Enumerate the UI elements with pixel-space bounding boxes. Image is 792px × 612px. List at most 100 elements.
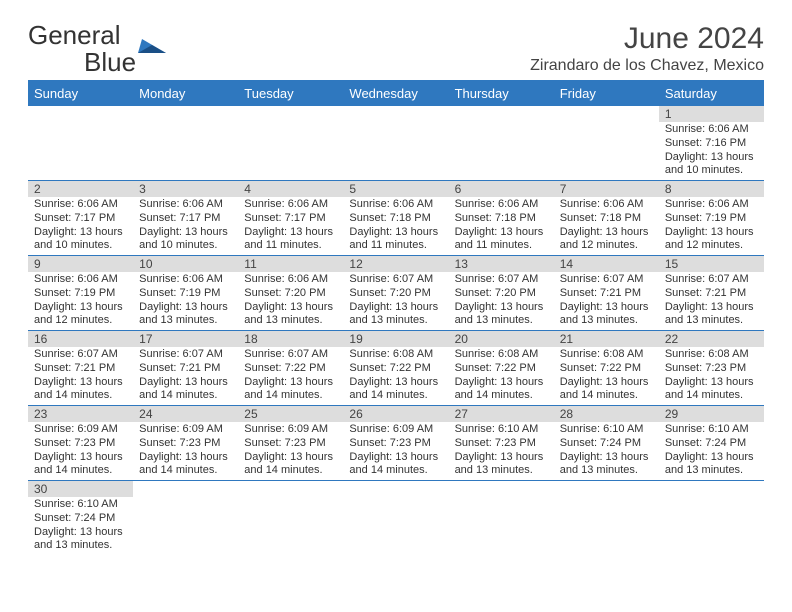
brand-name-main: General (28, 20, 121, 50)
calendar-cell (659, 481, 764, 556)
day-details: Sunrise: 6:08 AMSunset: 7:23 PMDaylight:… (659, 347, 764, 405)
day-details: Sunrise: 6:06 AMSunset: 7:20 PMDaylight:… (238, 272, 343, 330)
calendar-table: Sunday Monday Tuesday Wednesday Thursday… (28, 81, 764, 555)
calendar-cell: 7Sunrise: 6:06 AMSunset: 7:18 PMDaylight… (554, 181, 659, 256)
calendar-cell: 16Sunrise: 6:07 AMSunset: 7:21 PMDayligh… (28, 331, 133, 406)
calendar-row: 1Sunrise: 6:06 AMSunset: 7:16 PMDaylight… (28, 106, 764, 181)
calendar-cell (554, 481, 659, 556)
day-number: 6 (449, 181, 554, 197)
day-details: Sunrise: 6:06 AMSunset: 7:16 PMDaylight:… (659, 122, 764, 180)
day-details: Sunrise: 6:09 AMSunset: 7:23 PMDaylight:… (133, 422, 238, 480)
day-number: 7 (554, 181, 659, 197)
day-number: 27 (449, 406, 554, 422)
brand-name-accent: Blue (84, 47, 136, 77)
day-details: Sunrise: 6:06 AMSunset: 7:18 PMDaylight:… (343, 197, 448, 255)
calendar-cell (449, 106, 554, 181)
calendar-cell: 8Sunrise: 6:06 AMSunset: 7:19 PMDaylight… (659, 181, 764, 256)
calendar-cell: 11Sunrise: 6:06 AMSunset: 7:20 PMDayligh… (238, 256, 343, 331)
day-number: 5 (343, 181, 448, 197)
calendar-cell: 28Sunrise: 6:10 AMSunset: 7:24 PMDayligh… (554, 406, 659, 481)
day-number: 8 (659, 181, 764, 197)
calendar-cell (28, 106, 133, 181)
day-number: 17 (133, 331, 238, 347)
calendar-cell (238, 481, 343, 556)
day-details: Sunrise: 6:08 AMSunset: 7:22 PMDaylight:… (554, 347, 659, 405)
calendar-cell: 6Sunrise: 6:06 AMSunset: 7:18 PMDaylight… (449, 181, 554, 256)
day-number: 25 (238, 406, 343, 422)
calendar-cell: 1Sunrise: 6:06 AMSunset: 7:16 PMDaylight… (659, 106, 764, 181)
day-details: Sunrise: 6:06 AMSunset: 7:19 PMDaylight:… (133, 272, 238, 330)
calendar-row: 30Sunrise: 6:10 AMSunset: 7:24 PMDayligh… (28, 481, 764, 556)
calendar-cell: 27Sunrise: 6:10 AMSunset: 7:23 PMDayligh… (449, 406, 554, 481)
day-number: 13 (449, 256, 554, 272)
calendar-cell: 20Sunrise: 6:08 AMSunset: 7:22 PMDayligh… (449, 331, 554, 406)
day-details: Sunrise: 6:10 AMSunset: 7:24 PMDaylight:… (659, 422, 764, 480)
weekday-header: Wednesday (343, 81, 448, 106)
calendar-cell (133, 481, 238, 556)
calendar-cell: 18Sunrise: 6:07 AMSunset: 7:22 PMDayligh… (238, 331, 343, 406)
day-number: 30 (28, 481, 133, 497)
day-number: 11 (238, 256, 343, 272)
calendar-cell: 5Sunrise: 6:06 AMSunset: 7:18 PMDaylight… (343, 181, 448, 256)
day-details: Sunrise: 6:06 AMSunset: 7:17 PMDaylight:… (133, 197, 238, 255)
calendar-cell: 4Sunrise: 6:06 AMSunset: 7:17 PMDaylight… (238, 181, 343, 256)
calendar-cell: 24Sunrise: 6:09 AMSunset: 7:23 PMDayligh… (133, 406, 238, 481)
weekday-header: Friday (554, 81, 659, 106)
calendar-body: 1Sunrise: 6:06 AMSunset: 7:16 PMDaylight… (28, 106, 764, 555)
day-details: Sunrise: 6:08 AMSunset: 7:22 PMDaylight:… (343, 347, 448, 405)
day-details: Sunrise: 6:10 AMSunset: 7:23 PMDaylight:… (449, 422, 554, 480)
calendar-cell: 3Sunrise: 6:06 AMSunset: 7:17 PMDaylight… (133, 181, 238, 256)
day-details: Sunrise: 6:07 AMSunset: 7:20 PMDaylight:… (343, 272, 448, 330)
calendar-cell: 26Sunrise: 6:09 AMSunset: 7:23 PMDayligh… (343, 406, 448, 481)
day-number: 29 (659, 406, 764, 422)
calendar-cell (238, 106, 343, 181)
calendar-cell: 17Sunrise: 6:07 AMSunset: 7:21 PMDayligh… (133, 331, 238, 406)
day-details: Sunrise: 6:07 AMSunset: 7:20 PMDaylight:… (449, 272, 554, 330)
calendar-cell: 14Sunrise: 6:07 AMSunset: 7:21 PMDayligh… (554, 256, 659, 331)
calendar-cell: 22Sunrise: 6:08 AMSunset: 7:23 PMDayligh… (659, 331, 764, 406)
day-number: 14 (554, 256, 659, 272)
title-month-year: June 2024 (530, 22, 764, 55)
day-number: 10 (133, 256, 238, 272)
day-number: 21 (554, 331, 659, 347)
calendar-row: 16Sunrise: 6:07 AMSunset: 7:21 PMDayligh… (28, 331, 764, 406)
day-details: Sunrise: 6:06 AMSunset: 7:17 PMDaylight:… (28, 197, 133, 255)
day-details: Sunrise: 6:07 AMSunset: 7:21 PMDaylight:… (554, 272, 659, 330)
title-block: June 2024 Zirandaro de los Chavez, Mexic… (530, 22, 764, 75)
day-number: 12 (343, 256, 448, 272)
day-number: 23 (28, 406, 133, 422)
day-number: 26 (343, 406, 448, 422)
header: General Blue June 2024 Zirandaro de los … (28, 22, 764, 76)
flag-icon (138, 35, 168, 57)
day-details: Sunrise: 6:07 AMSunset: 7:21 PMDaylight:… (28, 347, 133, 405)
calendar-row: 2Sunrise: 6:06 AMSunset: 7:17 PMDaylight… (28, 181, 764, 256)
day-details: Sunrise: 6:06 AMSunset: 7:19 PMDaylight:… (28, 272, 133, 330)
calendar-cell: 29Sunrise: 6:10 AMSunset: 7:24 PMDayligh… (659, 406, 764, 481)
page: General Blue June 2024 Zirandaro de los … (0, 0, 792, 555)
calendar-cell (133, 106, 238, 181)
day-details: Sunrise: 6:09 AMSunset: 7:23 PMDaylight:… (238, 422, 343, 480)
day-number: 9 (28, 256, 133, 272)
day-number: 24 (133, 406, 238, 422)
weekday-header: Tuesday (238, 81, 343, 106)
calendar-row: 23Sunrise: 6:09 AMSunset: 7:23 PMDayligh… (28, 406, 764, 481)
calendar-cell: 19Sunrise: 6:08 AMSunset: 7:22 PMDayligh… (343, 331, 448, 406)
calendar-cell: 10Sunrise: 6:06 AMSunset: 7:19 PMDayligh… (133, 256, 238, 331)
calendar-cell: 30Sunrise: 6:10 AMSunset: 7:24 PMDayligh… (28, 481, 133, 556)
calendar-cell (554, 106, 659, 181)
weekday-header: Saturday (659, 81, 764, 106)
calendar-cell: 23Sunrise: 6:09 AMSunset: 7:23 PMDayligh… (28, 406, 133, 481)
calendar-cell: 2Sunrise: 6:06 AMSunset: 7:17 PMDaylight… (28, 181, 133, 256)
weekday-header-row: Sunday Monday Tuesday Wednesday Thursday… (28, 81, 764, 106)
day-details: Sunrise: 6:08 AMSunset: 7:22 PMDaylight:… (449, 347, 554, 405)
brand-text: General Blue (28, 22, 136, 76)
day-number: 3 (133, 181, 238, 197)
day-number: 19 (343, 331, 448, 347)
day-number: 20 (449, 331, 554, 347)
calendar-cell: 12Sunrise: 6:07 AMSunset: 7:20 PMDayligh… (343, 256, 448, 331)
day-details: Sunrise: 6:09 AMSunset: 7:23 PMDaylight:… (28, 422, 133, 480)
day-details: Sunrise: 6:06 AMSunset: 7:18 PMDaylight:… (554, 197, 659, 255)
calendar-cell: 13Sunrise: 6:07 AMSunset: 7:20 PMDayligh… (449, 256, 554, 331)
weekday-header: Sunday (28, 81, 133, 106)
calendar-cell: 9Sunrise: 6:06 AMSunset: 7:19 PMDaylight… (28, 256, 133, 331)
